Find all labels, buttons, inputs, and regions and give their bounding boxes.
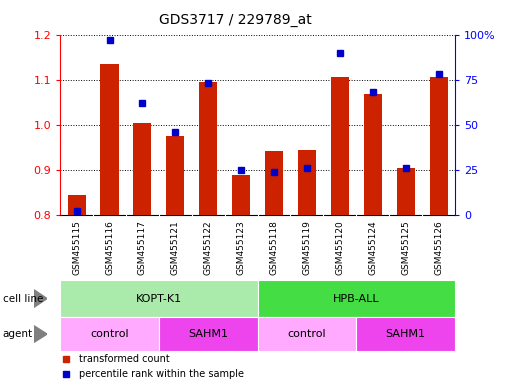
Text: control: control <box>288 329 326 339</box>
Text: GSM455125: GSM455125 <box>401 220 410 275</box>
Bar <box>133 122 152 215</box>
Text: GSM455120: GSM455120 <box>335 220 344 275</box>
Bar <box>232 175 250 215</box>
Bar <box>166 136 185 215</box>
Text: GSM455118: GSM455118 <box>269 220 279 275</box>
Bar <box>100 64 119 215</box>
Text: GSM455126: GSM455126 <box>434 220 443 275</box>
Text: agent: agent <box>3 329 33 339</box>
Text: GSM455123: GSM455123 <box>236 220 246 275</box>
Bar <box>298 150 316 215</box>
Text: control: control <box>90 329 129 339</box>
Text: GSM455124: GSM455124 <box>368 220 377 275</box>
Text: SAHM1: SAHM1 <box>188 329 228 339</box>
Polygon shape <box>34 326 47 343</box>
Text: GSM455116: GSM455116 <box>105 220 114 275</box>
Bar <box>67 195 86 215</box>
Text: GSM455122: GSM455122 <box>204 220 213 275</box>
Text: SAHM1: SAHM1 <box>385 329 426 339</box>
Bar <box>363 94 382 215</box>
Text: GSM455117: GSM455117 <box>138 220 147 275</box>
Bar <box>265 151 283 215</box>
Text: GSM455119: GSM455119 <box>302 220 311 275</box>
Text: GDS3717 / 229789_at: GDS3717 / 229789_at <box>159 13 312 27</box>
Bar <box>331 78 349 215</box>
Text: HPB-ALL: HPB-ALL <box>333 293 380 304</box>
Text: GSM455115: GSM455115 <box>72 220 81 275</box>
Bar <box>396 168 415 215</box>
Polygon shape <box>34 290 47 307</box>
Bar <box>429 78 448 215</box>
Text: KOPT-K1: KOPT-K1 <box>136 293 182 304</box>
Text: GSM455121: GSM455121 <box>171 220 180 275</box>
Text: cell line: cell line <box>3 293 43 304</box>
Legend: transformed count, percentile rank within the sample: transformed count, percentile rank withi… <box>57 350 247 383</box>
Bar <box>199 82 217 215</box>
